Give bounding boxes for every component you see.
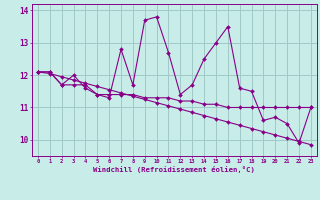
X-axis label: Windchill (Refroidissement éolien,°C): Windchill (Refroidissement éolien,°C): [93, 166, 255, 173]
